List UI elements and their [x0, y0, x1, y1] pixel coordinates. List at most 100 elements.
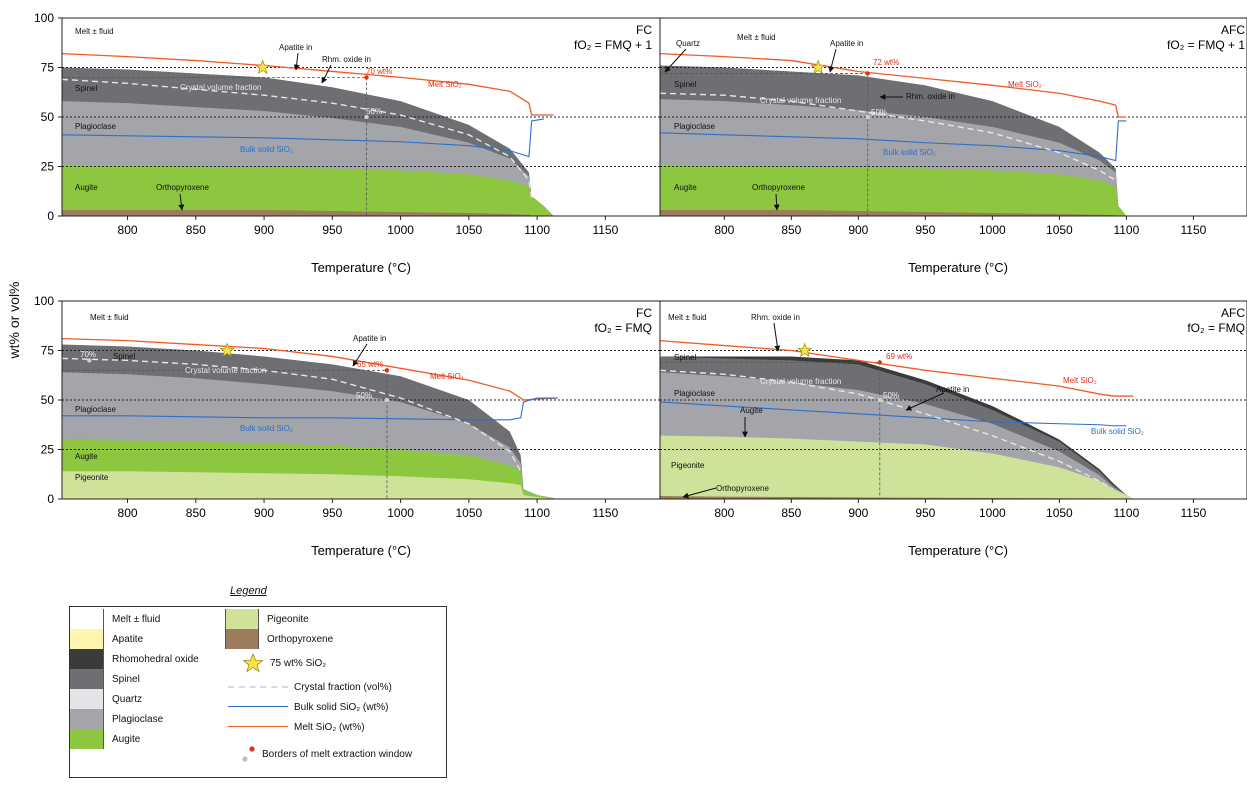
line-crystal-volume-fraction [659, 369, 1114, 490]
melt-sio2-label: Melt SiO₂ [1063, 376, 1097, 385]
bulk-solid-label: Bulk solid SiO₂ [883, 148, 936, 157]
phase-areas [62, 67, 554, 216]
melt-sio2-value-label: 70 wt% [366, 67, 392, 76]
legend-item-rhm: Rhomohedral oxide [70, 649, 199, 669]
quartz-label: Quartz [676, 39, 700, 48]
orange-line-icon [228, 722, 288, 732]
melt-label: Melt ± fluid [668, 313, 707, 322]
area-orthopyroxene [62, 210, 554, 216]
crystal-fraction-label: Crystal volume fraction [760, 377, 841, 386]
plagioclase-label: Plagioclase [75, 405, 116, 414]
sio2-lines [61, 52, 554, 199]
marker-melt-extraction-grey [865, 114, 870, 120]
melt-sio2-value-label: 69 wt% [886, 352, 912, 361]
reference-lines [62, 349, 660, 499]
fifty-percent-label: 50% [883, 391, 899, 400]
x-tick-label: 1100 [1113, 223, 1139, 237]
legend-item-plag: Plagioclase [70, 709, 163, 729]
legend-item-quartz: Quartz [70, 689, 142, 709]
y-tick-label: 50 [41, 110, 55, 124]
rhm-oxide-in-label: Rhm. oxide in [751, 313, 800, 322]
plot-frame [659, 17, 1247, 217]
x-tick-label: 1050 [1046, 506, 1073, 520]
melt-sio2-label: Melt SiO₂ [428, 80, 462, 89]
plagioclase-label: Plagioclase [75, 122, 116, 131]
x-tick-label: 1100 [524, 223, 550, 237]
line-crystal-volume-fraction [659, 92, 1117, 181]
marker-75wt-star [810, 59, 826, 75]
seventy-percent-label: 70% [80, 350, 96, 359]
legend-item-melt-sio2: Melt SiO₂ (wt%) [228, 717, 365, 737]
x-tick-label: 1100 [1113, 506, 1139, 520]
line-melt-sio [659, 339, 1134, 397]
augite-label: Augite [674, 183, 697, 192]
x-tick-label: 1000 [979, 223, 1006, 237]
marker-melt-extraction-grey [877, 397, 882, 403]
marker-melt-extraction-red [364, 75, 369, 80]
x-tick-label: 1000 [979, 506, 1006, 520]
reference-lines [660, 349, 1247, 499]
crystal-fraction-label: Crystal volume fraction [185, 366, 266, 375]
line-bulk-solid-sio [659, 401, 1127, 427]
y-tick-labels: 0 25 50 75 100 [34, 294, 62, 506]
pigeonite-label: Pigeonite [75, 473, 109, 482]
area-orthopyroxene [660, 496, 1134, 499]
panel-label: AFC [1221, 23, 1245, 37]
fifty-percent-label: 50% [356, 391, 372, 400]
swatch-pig [225, 609, 259, 629]
x-tick-label: 1150 [1180, 506, 1206, 520]
swatch-opx [225, 629, 259, 649]
melt-label: Melt ± fluid [90, 313, 129, 322]
marker-melt-extraction-red [384, 368, 390, 373]
panel-afc-fmq: 800 850 900 950 1000 1050 1100 1150 Temperature… [659, 300, 1247, 558]
dashed-line-icon [228, 682, 288, 692]
legend-item-borders: Borders of melt extraction window [240, 744, 412, 764]
reference-lines [62, 66, 660, 216]
legend-item-crystal: Crystal fraction (vol%) [228, 677, 392, 697]
x-tick-label: 950 [915, 506, 935, 520]
line-melt-sio [659, 52, 1127, 118]
augite-label: Augite [740, 406, 763, 415]
bulk-solid-label: Bulk solid SiO₂ [240, 145, 293, 154]
legend-title: Legend [230, 585, 267, 597]
rhm-oxide-in-label: Rhm. oxide in [906, 92, 955, 101]
x-tick-label: 950 [322, 223, 342, 237]
spinel-label: Spinel [674, 80, 696, 89]
x-tick-label: 850 [781, 506, 801, 520]
y-tick-label: 0 [47, 492, 54, 506]
melt-sio2-label: Melt SiO₂ [1008, 80, 1042, 89]
x-tick-label: 1000 [387, 223, 414, 237]
panel-label: AFC [1221, 306, 1245, 320]
crystal-fraction-label: Crystal volume fraction [180, 83, 261, 92]
swatch-quartz [70, 689, 104, 709]
marker-75wt-star [255, 59, 271, 74]
swatch-augite [70, 729, 104, 749]
line-melt-sio [61, 52, 554, 116]
legend-item-apatite: Apatite [70, 629, 143, 649]
phase-areas [62, 344, 558, 499]
swatch-melt [70, 609, 104, 629]
marker-75wt-star [797, 342, 813, 358]
legend: Melt ± fluid Apatite Rhomohedral oxide S… [69, 606, 447, 778]
x-tick-label: 850 [186, 223, 206, 237]
fo2-label: fO₂ = FMQ + 1 [574, 38, 652, 52]
plot-frame [659, 300, 1247, 500]
line-bulk-solid-sio [61, 118, 545, 158]
x-tick-label: 1000 [387, 506, 414, 520]
x-tick-label: 800 [714, 223, 734, 237]
borders-dots-icon [242, 746, 255, 762]
x-tick-label: 1050 [1046, 223, 1073, 237]
apatite-in-label: Apatite in [936, 385, 969, 394]
fo2-label: fO₂ = FMQ [1187, 321, 1245, 335]
melt-sio2-label: Melt SiO₂ [430, 372, 464, 381]
panel-label: FC [636, 23, 652, 37]
fifty-percent-label: 50% [871, 108, 887, 117]
melt-sio2-value-label: 65 wt% [357, 360, 383, 369]
x-axis-title: Temperature (°C) [311, 260, 411, 275]
x-tick-label: 850 [186, 506, 206, 520]
bulk-solid-label: Bulk solid SiO₂ [1091, 427, 1144, 436]
spinel-label: Spinel [75, 84, 97, 93]
apatite-in-label: Apatite in [830, 39, 863, 48]
y-tick-labels: 0 25 50 75 100 [34, 11, 62, 223]
